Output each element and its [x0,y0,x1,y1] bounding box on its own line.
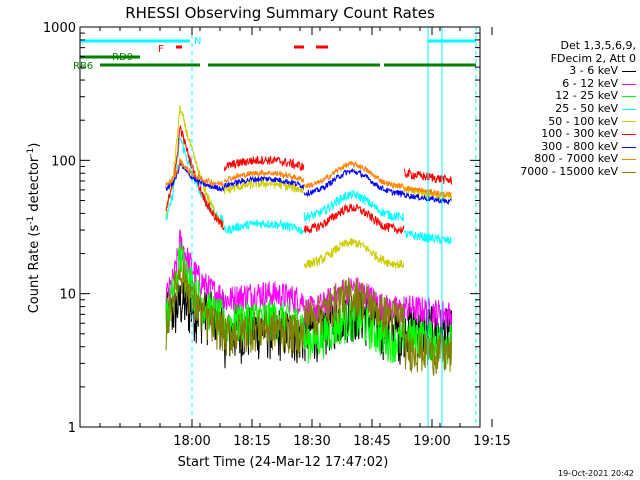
series-segment [165,137,225,224]
legend-entry-label: 12 - 25 keV [555,89,618,103]
axes: 18:00 18:15 18:30 18:45 19:00 19:15 1 10 100 1000 [43,21,511,449]
series-segment [303,203,405,235]
series-segment [165,105,225,229]
legend-swatch [622,171,636,173]
plot-body: N F RD0 RB6 [73,27,477,427]
legend-header-line-2: FDecim 2, Att 0 [550,51,636,65]
series-segment [303,189,405,223]
legend-entry-label: 50 - 100 keV [548,114,618,128]
legend-entry: 12 - 25 keV [484,90,636,103]
series-segment [303,237,405,269]
legend-entry-label: 25 - 50 keV [555,101,618,115]
legend-entry: 100 - 300 keV [484,128,636,141]
series-segment [303,278,405,341]
x-tick-label: 19:00 [413,434,450,449]
legend-swatch [622,146,636,148]
legend-entry-label: 800 - 7000 keV [534,152,618,166]
legend-entries: 3 - 6 keV 6 - 12 keV 12 - 25 keV 25 - 50 ke… [484,65,636,178]
legend-swatch [622,108,636,110]
legend-entry: 6 - 12 keV [484,76,636,91]
flag-label-rd: RD0 [112,52,133,63]
y-axis-label: Count Rate (s-1 detector-1) [26,143,42,314]
legend-swatch [622,83,636,85]
x-tick-label: 18:00 [173,434,210,449]
series-line [165,162,452,206]
chart-title: RHESSI Observing Summary Count Rates [125,4,435,22]
series-segment [165,162,225,192]
legend-entry: 25 - 50 keV [484,101,636,116]
x-tick-label: 18:45 [353,434,390,449]
legend-entry-label: 6 - 12 keV [562,76,618,90]
legend-entry: 800 - 7000 keV [484,153,636,166]
legend-entry: 3 - 6 keV [484,65,636,78]
legend-entry-label: 3 - 6 keV [569,64,618,78]
flag-label-night: N [194,36,201,47]
y-axis-label-end: ) [27,143,42,148]
y-tick-label: 1 [68,421,76,436]
legend: Det 1,3,5,6,9, FDecim 2, Att 0 3 - 6 keV… [484,39,636,179]
y-axis-label-mid: detector [27,156,42,216]
series-segment [223,281,305,315]
x-tick-label: 18:30 [293,434,330,449]
series-segment [223,309,305,358]
legend-swatch [622,96,636,98]
legend-swatch [622,159,636,161]
series-segment [303,167,405,199]
legend-entry: 7000 - 15000 keV [484,164,636,179]
legend-header-line-1: Det 1,3,5,6,9, [560,39,636,52]
x-tick-label: 19:15 [473,434,510,449]
series-line [165,124,452,235]
legend-entry: 300 - 800 keV [484,139,636,154]
series-segment [303,160,405,189]
series-segment [223,178,305,195]
y-axis-label-sup1: -1 [26,216,36,225]
y-tick-label: 100 [51,154,76,169]
series-segment [165,158,225,187]
y-axis-label-main: Count Rate (s [27,225,42,314]
series-segment [223,218,305,236]
legend-entry-label: 100 - 300 keV [541,127,618,141]
y-axis-label-sup2: -1 [26,148,36,157]
x-axis-label: Start Time (24-Mar-12 17:47:02) [178,455,389,470]
legend-swatch [622,121,636,123]
legend-swatch [622,133,636,135]
generation-timestamp: 19-Oct-2021 20:42 [558,469,634,478]
series-segment [223,169,305,184]
legend-entry-label: 300 - 800 keV [541,139,618,153]
series-segment [165,261,225,351]
x-tick-label: 18:15 [233,434,270,449]
y-tick-label: 10 [59,288,76,303]
series-segment [223,155,305,172]
legend-entry: 50 - 100 keV [484,114,636,129]
legend-swatch [622,70,636,72]
flag-label-rb: RB6 [73,61,93,72]
legend-entry-label: 7000 - 15000 keV [520,164,618,178]
y-tick-label: 1000 [43,21,76,36]
series-segment [223,175,305,190]
flag-label-flare: F [158,44,164,55]
series-segment [165,124,225,231]
